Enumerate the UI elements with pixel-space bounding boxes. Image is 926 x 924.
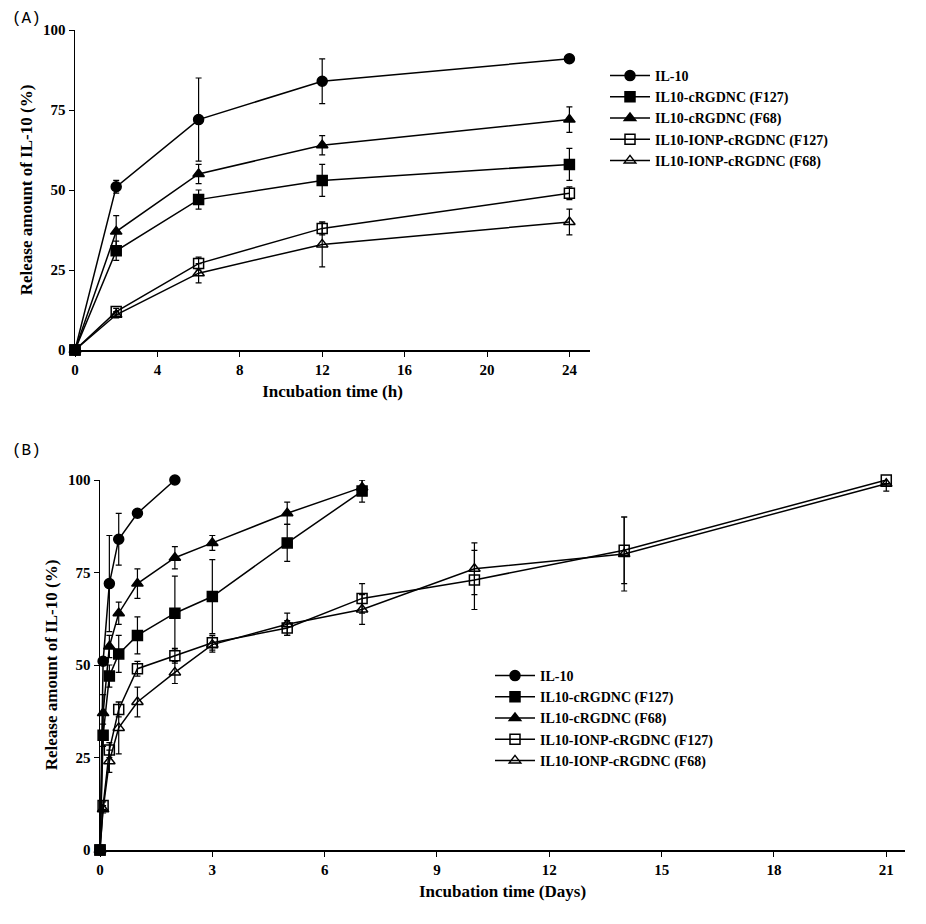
svg-text:IL10-IONP-cRGDNC (F68): IL10-IONP-cRGDNC (F68) (540, 754, 706, 770)
svg-text:9: 9 (433, 862, 441, 878)
svg-text:IL10-IONP-cRGDNC (F68): IL10-IONP-cRGDNC (F68) (655, 154, 821, 170)
svg-text:75: 75 (76, 565, 91, 581)
svg-text:IL10-cRGDNC (F127): IL10-cRGDNC (F127) (540, 690, 674, 706)
svg-text:24: 24 (562, 362, 578, 378)
svg-text:IL10-IONP-cRGDNC (F127): IL10-IONP-cRGDNC (F127) (540, 733, 713, 749)
svg-text:12: 12 (315, 362, 330, 378)
svg-text:(A): (A) (12, 10, 41, 28)
svg-text:Release amount of IL-10 (%): Release amount of IL-10 (%) (17, 85, 36, 296)
svg-text:75: 75 (51, 102, 66, 118)
svg-text:0: 0 (96, 862, 104, 878)
svg-text:16: 16 (397, 362, 413, 378)
svg-text:IL-10: IL-10 (540, 669, 573, 684)
svg-text:100: 100 (43, 22, 66, 38)
svg-text:21: 21 (879, 862, 894, 878)
svg-text:Incubation time (h): Incubation time (h) (262, 382, 403, 401)
svg-text:(B): (B) (12, 442, 41, 460)
svg-text:12: 12 (542, 862, 557, 878)
svg-text:IL10-cRGDNC (F68): IL10-cRGDNC (F68) (655, 111, 782, 127)
svg-text:8: 8 (236, 362, 244, 378)
svg-text:IL-10: IL-10 (655, 69, 688, 84)
svg-text:Release amount of IL-10 (%): Release amount of IL-10 (%) (42, 560, 61, 771)
svg-text:20: 20 (480, 362, 495, 378)
svg-text:0: 0 (83, 842, 91, 858)
svg-text:100: 100 (68, 472, 91, 488)
svg-text:50: 50 (76, 657, 91, 673)
svg-text:15: 15 (654, 862, 669, 878)
svg-text:6: 6 (321, 862, 329, 878)
svg-text:18: 18 (766, 862, 781, 878)
svg-text:4: 4 (154, 362, 162, 378)
svg-text:50: 50 (51, 182, 66, 198)
svg-text:IL10-IONP-cRGDNC (F127): IL10-IONP-cRGDNC (F127) (655, 133, 828, 149)
svg-text:25: 25 (51, 262, 66, 278)
svg-text:IL10-cRGDNC (F127): IL10-cRGDNC (F127) (655, 90, 789, 106)
svg-text:IL10-cRGDNC (F68): IL10-cRGDNC (F68) (540, 711, 667, 727)
svg-text:0: 0 (71, 362, 79, 378)
svg-text:25: 25 (76, 750, 91, 766)
svg-text:3: 3 (209, 862, 217, 878)
svg-text:Incubation time (Days): Incubation time (Days) (419, 882, 586, 901)
svg-text:0: 0 (58, 342, 66, 358)
